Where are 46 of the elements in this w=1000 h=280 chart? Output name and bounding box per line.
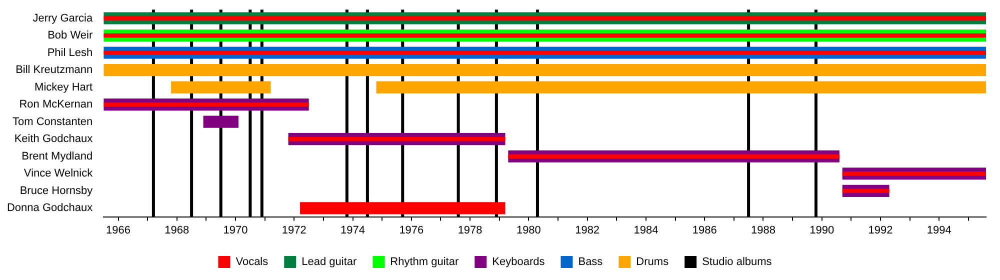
- bar: [104, 33, 986, 38]
- bar: [104, 64, 986, 76]
- bar: [203, 116, 238, 128]
- y-tick-label: Jerry Garcia: [32, 12, 94, 24]
- x-tick-label: 1980: [516, 224, 541, 236]
- x-tick-label: 1966: [106, 224, 131, 236]
- y-tick-label: Keith Godchaux: [14, 133, 94, 146]
- y-tick-label: Bill Kreutzmann: [16, 64, 93, 76]
- x-tick-label: 1982: [575, 224, 600, 236]
- y-tick-label: Brent Mydland: [22, 150, 93, 162]
- legend-label: Drums: [636, 256, 670, 268]
- legend-label: Studio albums: [702, 256, 772, 268]
- x-tick-label: 1994: [926, 224, 952, 236]
- bar: [171, 81, 271, 94]
- x-tick-label: 1976: [399, 224, 424, 236]
- y-tick-label: Ron McKernan: [19, 98, 93, 111]
- x-tick-label: 1974: [340, 224, 366, 236]
- x-tick-label: 1978: [458, 224, 482, 236]
- bar: [842, 171, 986, 176]
- y-tick-label: Bruce Hornsby: [20, 184, 94, 197]
- x-tick-label: 1970: [223, 224, 248, 236]
- legend-label: Bass: [578, 256, 604, 268]
- bar: [376, 81, 986, 94]
- bar: [842, 188, 890, 194]
- x-tick-label: 1988: [750, 224, 776, 236]
- x-tick-label: 1992: [868, 224, 893, 236]
- y-tick-label: Vince Welnick: [24, 168, 94, 180]
- y-tick-label: Phil Lesh: [47, 46, 93, 59]
- y-tick-label: Donna Godchaux: [6, 202, 94, 214]
- x-tick-label: 1984: [634, 224, 658, 236]
- legend-label: Keyboards: [492, 256, 546, 268]
- y-tick-label: Mickey Hart: [34, 81, 93, 94]
- bar: [104, 16, 986, 20]
- y-tick-label: Bob Weir: [48, 30, 93, 42]
- x-tick-label: 1972: [282, 224, 306, 236]
- x-tick-label: 1968: [164, 224, 190, 236]
- bar: [104, 102, 309, 107]
- x-tick-label: 1986: [692, 224, 717, 236]
- bar: [104, 50, 986, 55]
- legend-label: Vocals: [236, 256, 269, 268]
- y-tick-label: Tom Constanten: [12, 116, 93, 128]
- x-tick-label: 1990: [810, 224, 834, 236]
- bar: [288, 136, 506, 142]
- bar: [508, 154, 840, 159]
- legend-label: Lead guitar: [302, 256, 358, 268]
- legend-label: Rhythm guitar: [390, 256, 459, 268]
